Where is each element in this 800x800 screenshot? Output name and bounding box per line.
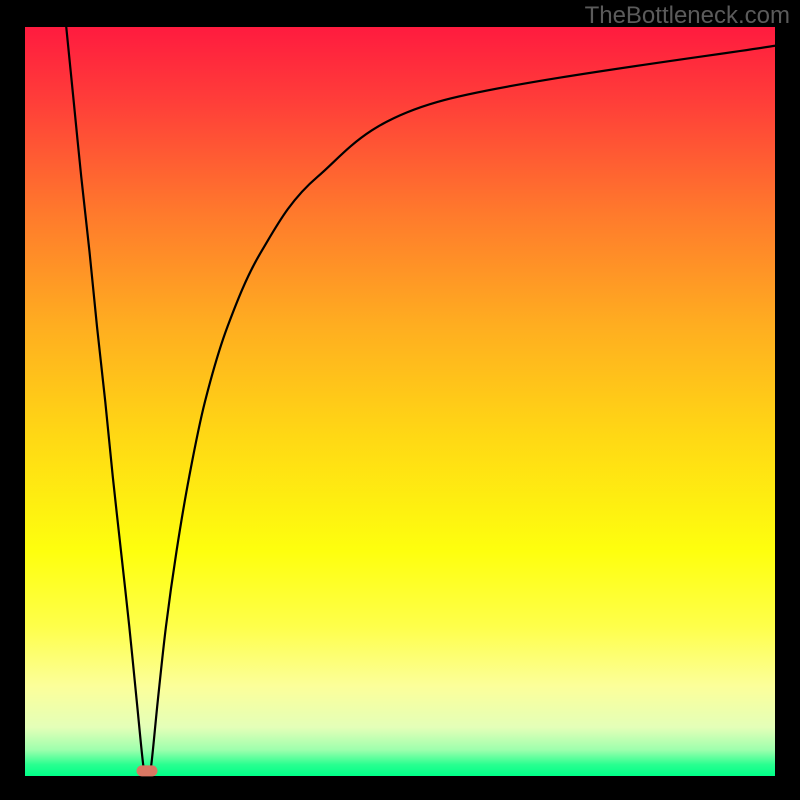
plot-gradient-background <box>25 27 775 776</box>
optimal-point-marker <box>137 765 158 776</box>
chart-container: TheBottleneck.com <box>0 0 800 800</box>
plot-area <box>25 27 775 776</box>
source-watermark: TheBottleneck.com <box>585 2 790 30</box>
